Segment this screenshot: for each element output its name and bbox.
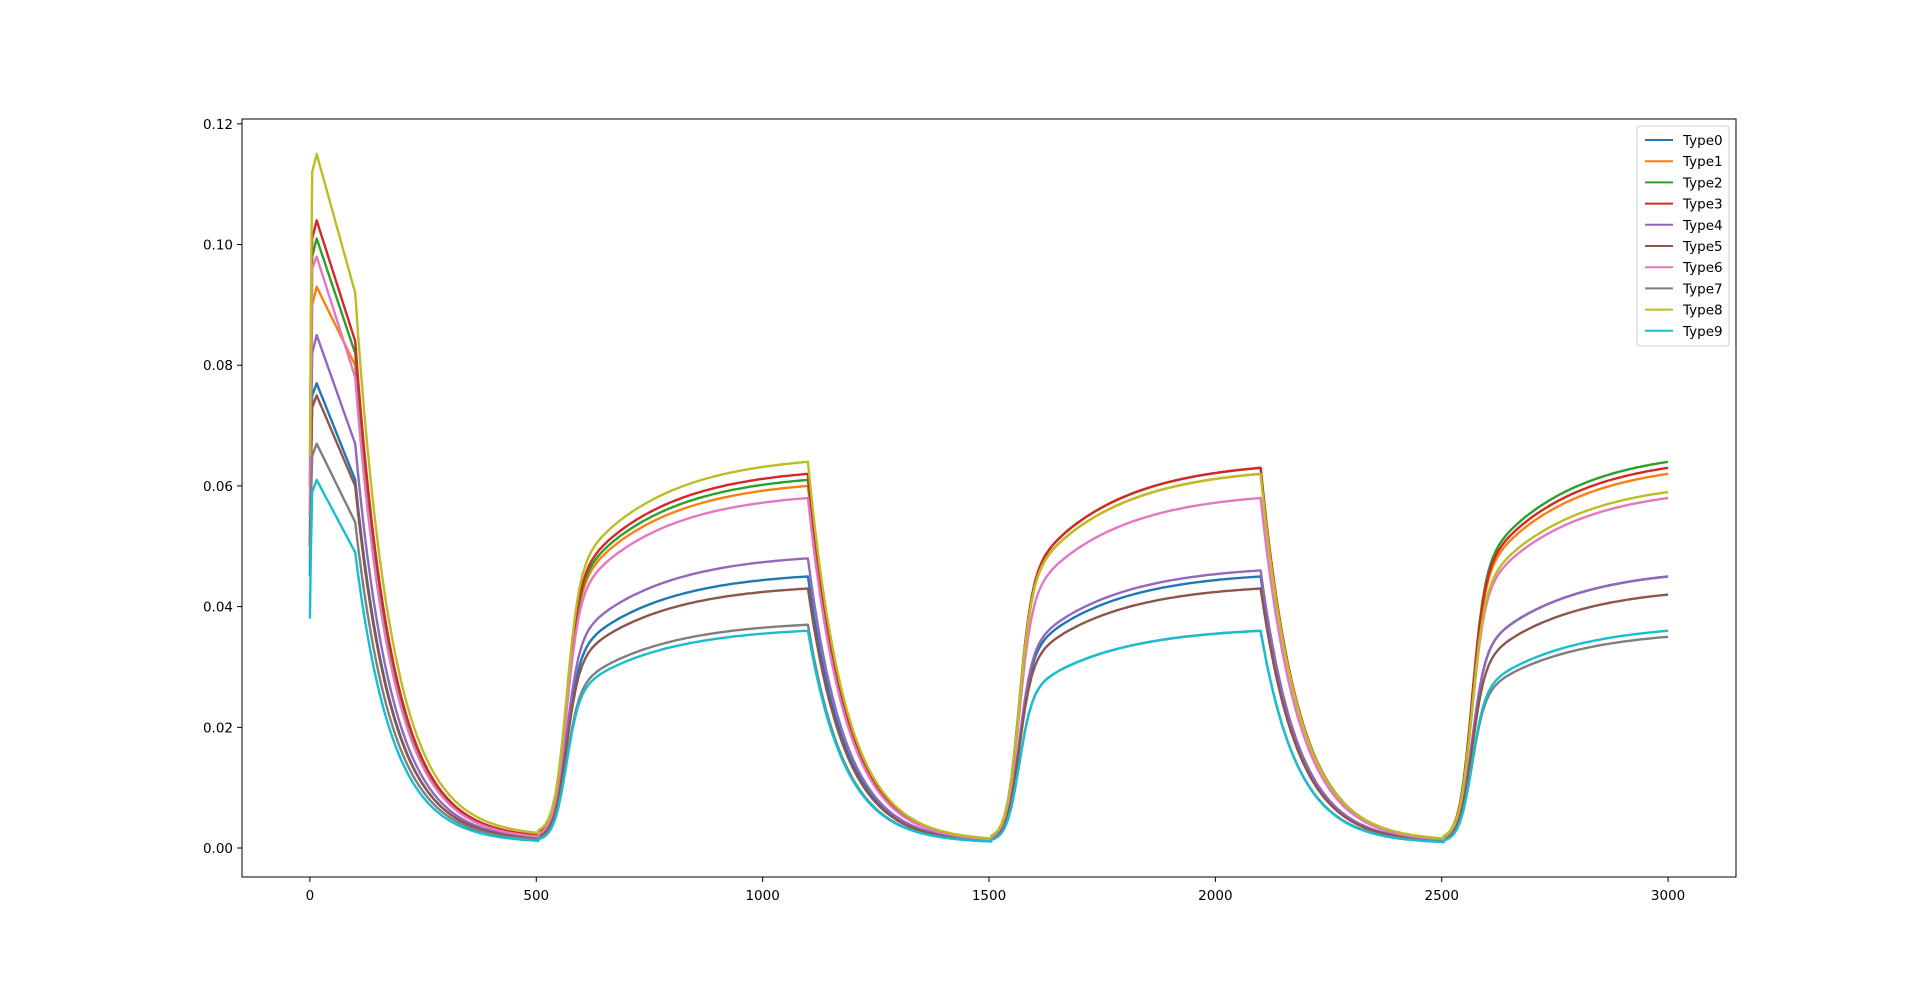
legend-label-type6: Type6 [1682, 260, 1723, 276]
x-tick-label: 2500 [1425, 888, 1459, 904]
y-tick-label: 0.04 [203, 600, 233, 616]
y-tick-label: 0.08 [203, 358, 233, 374]
series-layer [308, 152, 1669, 844]
series-line-type8 [308, 152, 1669, 840]
x-tick-label: 500 [523, 888, 549, 904]
y-tick-label: 0.06 [203, 479, 233, 495]
legend-label-type2: Type2 [1682, 175, 1723, 191]
series-line-type9 [308, 478, 1669, 844]
legend-label-type9: Type9 [1682, 324, 1723, 340]
y-tick-label: 0.00 [203, 841, 233, 857]
x-tick-label: 1500 [972, 888, 1006, 904]
x-axis: 0 500 1000 1500 2000 2500 3000 [306, 877, 1685, 904]
legend-label-type4: Type4 [1682, 218, 1723, 234]
legend-label-type7: Type7 [1682, 281, 1723, 297]
y-tick-label: 0.12 [203, 117, 233, 133]
y-axis: 0.00 0.02 0.04 0.06 0.08 0.10 0.12 [203, 117, 242, 857]
x-tick-label: 2000 [1198, 888, 1232, 904]
x-tick-label: 3000 [1651, 888, 1685, 904]
y-tick-label: 0.02 [203, 720, 233, 736]
legend-label-type8: Type8 [1682, 303, 1723, 319]
legend-label-type3: Type3 [1682, 197, 1723, 213]
y-tick-label: 0.10 [203, 238, 233, 254]
x-tick-label: 1000 [745, 888, 779, 904]
legend-frame [1636, 125, 1730, 347]
legend-label-type1: Type1 [1682, 154, 1723, 170]
legend-label-type0: Type0 [1682, 133, 1723, 149]
x-tick-label: 0 [306, 888, 315, 904]
legend-label-type5: Type5 [1682, 239, 1723, 255]
legend: Type0 Type1 Type2 Type3 Type4 Type5 Type6 Type7… [1636, 125, 1730, 347]
